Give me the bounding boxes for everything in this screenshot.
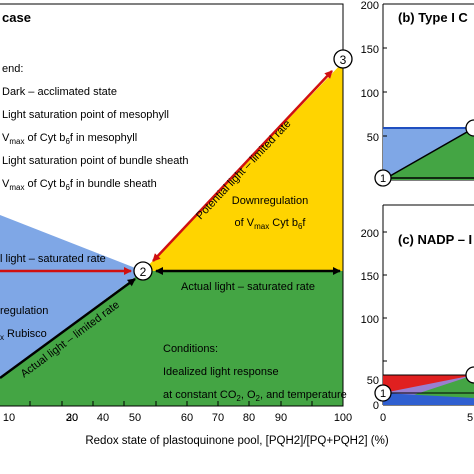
downregulation-label-2: of Vmax Cyt b6f — [235, 217, 307, 231]
potential-limited-arrow — [152, 70, 333, 262]
b-y-tick-200: 200 — [361, 0, 379, 12]
panel-c-marker-1: 1 — [374, 384, 392, 402]
panel-b: 1 (b) Type I C 200 150 100 50 — [361, 0, 474, 187]
x-tick-90: 90 — [275, 412, 287, 424]
x-tick-70: 70 — [212, 412, 224, 424]
panel-b-title: (b) Type I C — [398, 10, 468, 25]
panel-c-marker-right — [465, 366, 474, 384]
green-region — [0, 271, 343, 406]
legend-item-2: Light saturation point of mesophyll — [2, 109, 169, 121]
b-y-tick-150: 150 — [361, 44, 379, 56]
legend-header: end: — [2, 63, 23, 75]
legend-item-1: Dark – acclimated state — [2, 86, 117, 98]
blue-region — [0, 215, 143, 378]
panel-a-title: case — [2, 10, 31, 25]
svg-text:1: 1 — [380, 388, 386, 400]
x-tick-30: 30 — [66, 412, 78, 424]
c-y-tick-50: 50 — [367, 375, 379, 387]
panel-a-x-axis: 10 20 20 20 30 40 50 60 70 80 90 100 — [3, 401, 352, 424]
marker-3: 3 — [333, 49, 353, 69]
panel-c-title: (c) NADP – I — [398, 232, 472, 247]
svg-text:2: 2 — [140, 265, 147, 279]
conditions-line-1: Idealized light response — [163, 366, 279, 378]
x-tick-80: 80 — [243, 412, 255, 424]
panel-a-frame — [0, 3, 344, 407]
svg-text:3: 3 — [340, 53, 347, 67]
panel-b-y-axis: 200 150 100 50 — [361, 0, 387, 144]
x-tick-40: 40 — [97, 412, 109, 424]
panel-c-blue — [383, 393, 474, 405]
marker-2: 2 — [133, 261, 153, 281]
panel-c-y-axis: 200 150 100 50 0 — [361, 228, 387, 412]
actual-saturated-text: Actual light – saturated rate — [181, 281, 315, 293]
c-x-tick-0: 0 — [380, 412, 386, 424]
x-tick-100: 100 — [334, 412, 352, 424]
panel-b-marker-1: 1 — [374, 169, 392, 187]
legend-item-5: Vmax of Cyt b6f in bundle sheath — [2, 178, 157, 192]
c-y-tick-100: 100 — [361, 314, 379, 326]
b-y-tick-50: 50 — [367, 132, 379, 144]
x-axis-label: Redox state of plastoquinone pool, [PQH2… — [85, 435, 388, 447]
x-tick-10: 10 — [3, 412, 15, 424]
downregulation-label-1: Downregulation — [232, 195, 308, 207]
conditions-title: Conditions: — [163, 343, 218, 355]
panel-b-marker-right — [465, 119, 474, 137]
x-tick-50: 50 — [129, 412, 141, 424]
saturated-left-label: l light – saturated rate — [0, 253, 106, 265]
c-y-tick-0: 0 — [373, 400, 379, 412]
regulation-label-1: regulation — [0, 305, 48, 317]
conditions-line-2: at constant CO2, O2, and temperature — [163, 389, 347, 403]
x-tick-20: 20 — [66, 412, 78, 424]
c-x-tick-5: 5 — [467, 412, 473, 424]
panel-a: 2 3 case end: Dark – acclimated state Li… — [0, 3, 389, 447]
c-y-tick-200: 200 — [361, 228, 379, 240]
actual-limited-arrow — [0, 277, 136, 380]
c-y-tick-150: 150 — [361, 271, 379, 283]
b-y-tick-100: 100 — [361, 88, 379, 100]
legend-item-3: Vmax of Cyt b6f in mesophyll — [2, 132, 137, 146]
panel-c: 1 (c) NADP – I 200 150 100 50 0 0 5 — [361, 204, 474, 424]
x-tick-60: 60 — [181, 412, 193, 424]
legend-item-4: Light saturation point of bundle sheath — [2, 155, 189, 167]
regulation-label-2: x Rubisco — [0, 328, 47, 342]
svg-text:1: 1 — [380, 173, 386, 185]
